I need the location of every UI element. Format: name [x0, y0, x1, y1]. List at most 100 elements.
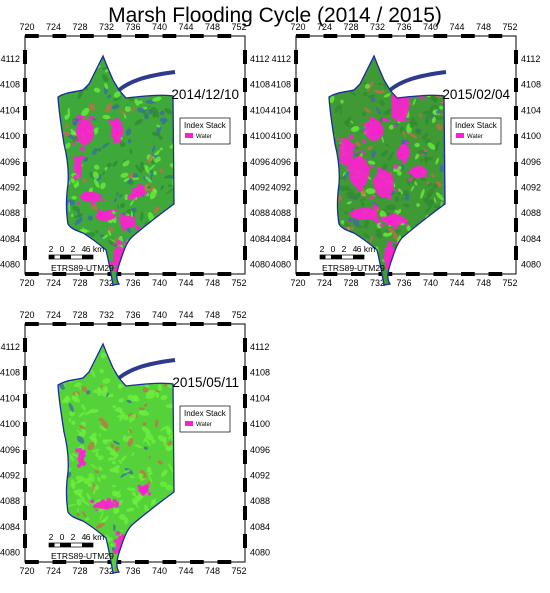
x-tick-label-top: 724	[46, 310, 61, 320]
x-tick-label-top: 720	[290, 22, 305, 32]
water-swatch	[185, 421, 193, 426]
water-swatch	[456, 133, 464, 138]
graticule-border	[294, 34, 518, 276]
scale-label: 0	[60, 532, 65, 542]
x-tick-label-top: 736	[396, 22, 411, 32]
y-tick-label-right: 4092	[250, 183, 270, 193]
y-tick-label-left: 4108	[0, 80, 20, 90]
x-tick-label-bottom: 752	[231, 566, 246, 576]
y-tick-label-right: 4084	[521, 234, 541, 244]
scale-label: 4	[82, 532, 87, 542]
x-tick-label-top: 740	[152, 310, 167, 320]
y-tick-label-left: 4092	[0, 183, 20, 193]
y-tick-label-left: 4100	[271, 131, 291, 141]
y-tick-label-left: 4108	[0, 368, 20, 378]
x-tick-label-top: 752	[502, 22, 517, 32]
marsh-outline	[57, 54, 175, 286]
scale-label: 4	[353, 244, 358, 254]
x-tick-label-bottom: 728	[343, 278, 358, 288]
graticule-border	[23, 322, 247, 564]
legend: Index Stack Water	[179, 117, 231, 145]
y-tick-label-right: 4080	[250, 548, 270, 558]
x-tick-label-bottom: 748	[205, 278, 220, 288]
y-tick-label-left: 4088	[0, 496, 20, 506]
legend: Index Stack Water	[179, 405, 231, 433]
legend-title: Index Stack	[184, 409, 227, 418]
y-tick-label-left: 4080	[271, 260, 291, 270]
y-tick-label-left: 4080	[0, 260, 20, 270]
x-tick-label-top: 752	[231, 310, 246, 320]
crs-label: ETRS89-UTM29	[322, 263, 385, 273]
y-tick-label-right: 4112	[250, 54, 269, 64]
map-panel-2: 720 720 724 724 728 728 732 732 736 736 740 740 744 7…	[271, 22, 541, 288]
water-swatch	[185, 133, 193, 138]
y-tick-label-right: 4112	[250, 342, 269, 352]
x-tick-label-top: 740	[423, 22, 438, 32]
x-tick-label-bottom: 728	[72, 278, 87, 288]
x-tick-label-bottom: 736	[396, 278, 411, 288]
y-tick-label-right: 4100	[250, 419, 270, 429]
y-tick-label-right: 4096	[250, 157, 270, 167]
y-tick-label-right: 4084	[250, 522, 270, 532]
y-tick-label-left: 4096	[0, 445, 20, 455]
x-tick-label-bottom: 720	[290, 278, 305, 288]
y-tick-label-left: 4084	[271, 234, 291, 244]
y-tick-label-right: 4080	[521, 260, 541, 270]
y-tick-label-left: 4092	[271, 183, 291, 193]
legend-title: Index Stack	[184, 121, 227, 130]
y-tick-label-left: 4080	[0, 548, 20, 558]
scale-label: 0	[331, 244, 336, 254]
river-channel	[117, 358, 176, 380]
x-tick-label-top: 744	[178, 22, 193, 32]
y-tick-label-left: 4104	[0, 105, 20, 115]
legend-item-water: Water	[196, 422, 212, 428]
y-tick-label-left: 4096	[0, 157, 20, 167]
x-tick-label-top: 732	[370, 22, 385, 32]
y-tick-label-right: 4096	[250, 445, 270, 455]
x-tick-label-bottom: 732	[370, 278, 385, 288]
y-tick-label-left: 4104	[0, 393, 20, 403]
y-tick-label-left: 4104	[271, 105, 291, 115]
y-tick-label-right: 4080	[250, 260, 270, 270]
x-tick-label-top: 744	[178, 310, 193, 320]
y-tick-label-left: 4088	[271, 208, 291, 218]
scale-label: 2	[342, 244, 347, 254]
y-tick-label-left: 4108	[271, 80, 291, 90]
y-tick-label-right: 4104	[250, 105, 270, 115]
y-tick-label-right: 4092	[521, 183, 541, 193]
map-panel-3: 720 720 724 724 728 728 732 732 736 736 740 740 744 7…	[0, 310, 270, 576]
x-tick-label-bottom: 744	[449, 278, 464, 288]
y-tick-label-right: 4104	[521, 105, 541, 115]
scale-label: 6 km	[86, 532, 104, 542]
x-tick-label-top: 752	[231, 22, 246, 32]
x-tick-label-bottom: 740	[423, 278, 438, 288]
y-tick-label-right: 4092	[250, 471, 270, 481]
y-tick-label-right: 4112	[521, 54, 540, 64]
map-panel-1: 720 720 724 724 728 728 732 732 736 736 740 740 744 7…	[0, 22, 270, 288]
y-tick-label-right: 4108	[250, 368, 270, 378]
x-tick-label-top: 744	[449, 22, 464, 32]
y-tick-label-right: 4100	[521, 131, 541, 141]
x-tick-label-bottom: 740	[152, 566, 167, 576]
x-tick-label-bottom: 720	[19, 566, 34, 576]
x-tick-label-bottom: 748	[476, 278, 491, 288]
x-tick-label-bottom: 736	[125, 278, 140, 288]
x-tick-label-bottom: 752	[231, 278, 246, 288]
x-tick-label-bottom: 724	[46, 278, 61, 288]
scale-label: 2	[49, 244, 54, 254]
marsh-outline	[328, 54, 446, 286]
x-tick-label-top: 724	[46, 22, 61, 32]
x-tick-label-bottom: 732	[99, 566, 114, 576]
x-tick-label-bottom: 748	[205, 566, 220, 576]
scale-label: 6 km	[357, 244, 375, 254]
x-tick-label-top: 728	[343, 22, 358, 32]
y-tick-label-right: 4088	[250, 208, 270, 218]
x-tick-label-top: 724	[317, 22, 332, 32]
x-tick-label-top: 728	[72, 22, 87, 32]
y-tick-label-right: 4088	[521, 208, 541, 218]
x-tick-label-bottom: 724	[317, 278, 332, 288]
graticule-border	[23, 34, 247, 276]
